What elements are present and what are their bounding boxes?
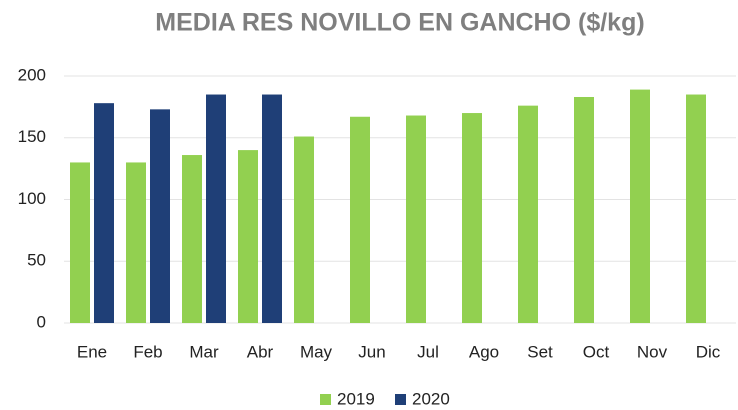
legend-label: 2020 — [412, 389, 450, 408]
bar — [350, 116, 370, 323]
legend-label: 2019 — [337, 389, 375, 408]
bar — [182, 155, 202, 323]
bar — [630, 89, 650, 324]
x-tick-label: Oct — [583, 342, 610, 361]
bar — [518, 105, 538, 323]
chart-title: MEDIA RES NOVILLO EN GANCHO ($/kg) — [155, 9, 644, 37]
x-tick-label: Feb — [133, 342, 162, 361]
bar — [574, 96, 594, 324]
x-tick-label: May — [300, 342, 333, 361]
bar — [126, 162, 146, 323]
y-tick-label: 200 — [18, 65, 46, 84]
legend-swatch — [395, 394, 406, 405]
x-tick-label: Ene — [77, 342, 107, 361]
bar — [262, 94, 282, 324]
bar — [206, 94, 226, 324]
bar — [70, 162, 90, 323]
x-tick-label: Set — [527, 342, 553, 361]
bar — [94, 103, 114, 323]
legend-swatch — [320, 394, 331, 405]
bar — [150, 109, 170, 323]
y-tick-label: 150 — [18, 127, 46, 146]
bar — [462, 113, 482, 323]
x-tick-label: Jul — [417, 342, 439, 361]
bar — [294, 136, 314, 323]
bar — [238, 150, 258, 323]
y-tick-label: 100 — [18, 189, 46, 208]
x-tick-label: Mar — [189, 342, 219, 361]
x-tick-label: Nov — [637, 342, 668, 361]
y-tick-label: 0 — [37, 312, 46, 331]
y-tick-label: 50 — [27, 251, 46, 270]
x-tick-label: Abr — [247, 342, 274, 361]
x-tick-label: Dic — [696, 342, 721, 361]
x-tick-label: Ago — [469, 342, 499, 361]
x-tick-label: Jun — [358, 342, 385, 361]
bar — [686, 94, 706, 324]
bar — [406, 115, 426, 324]
